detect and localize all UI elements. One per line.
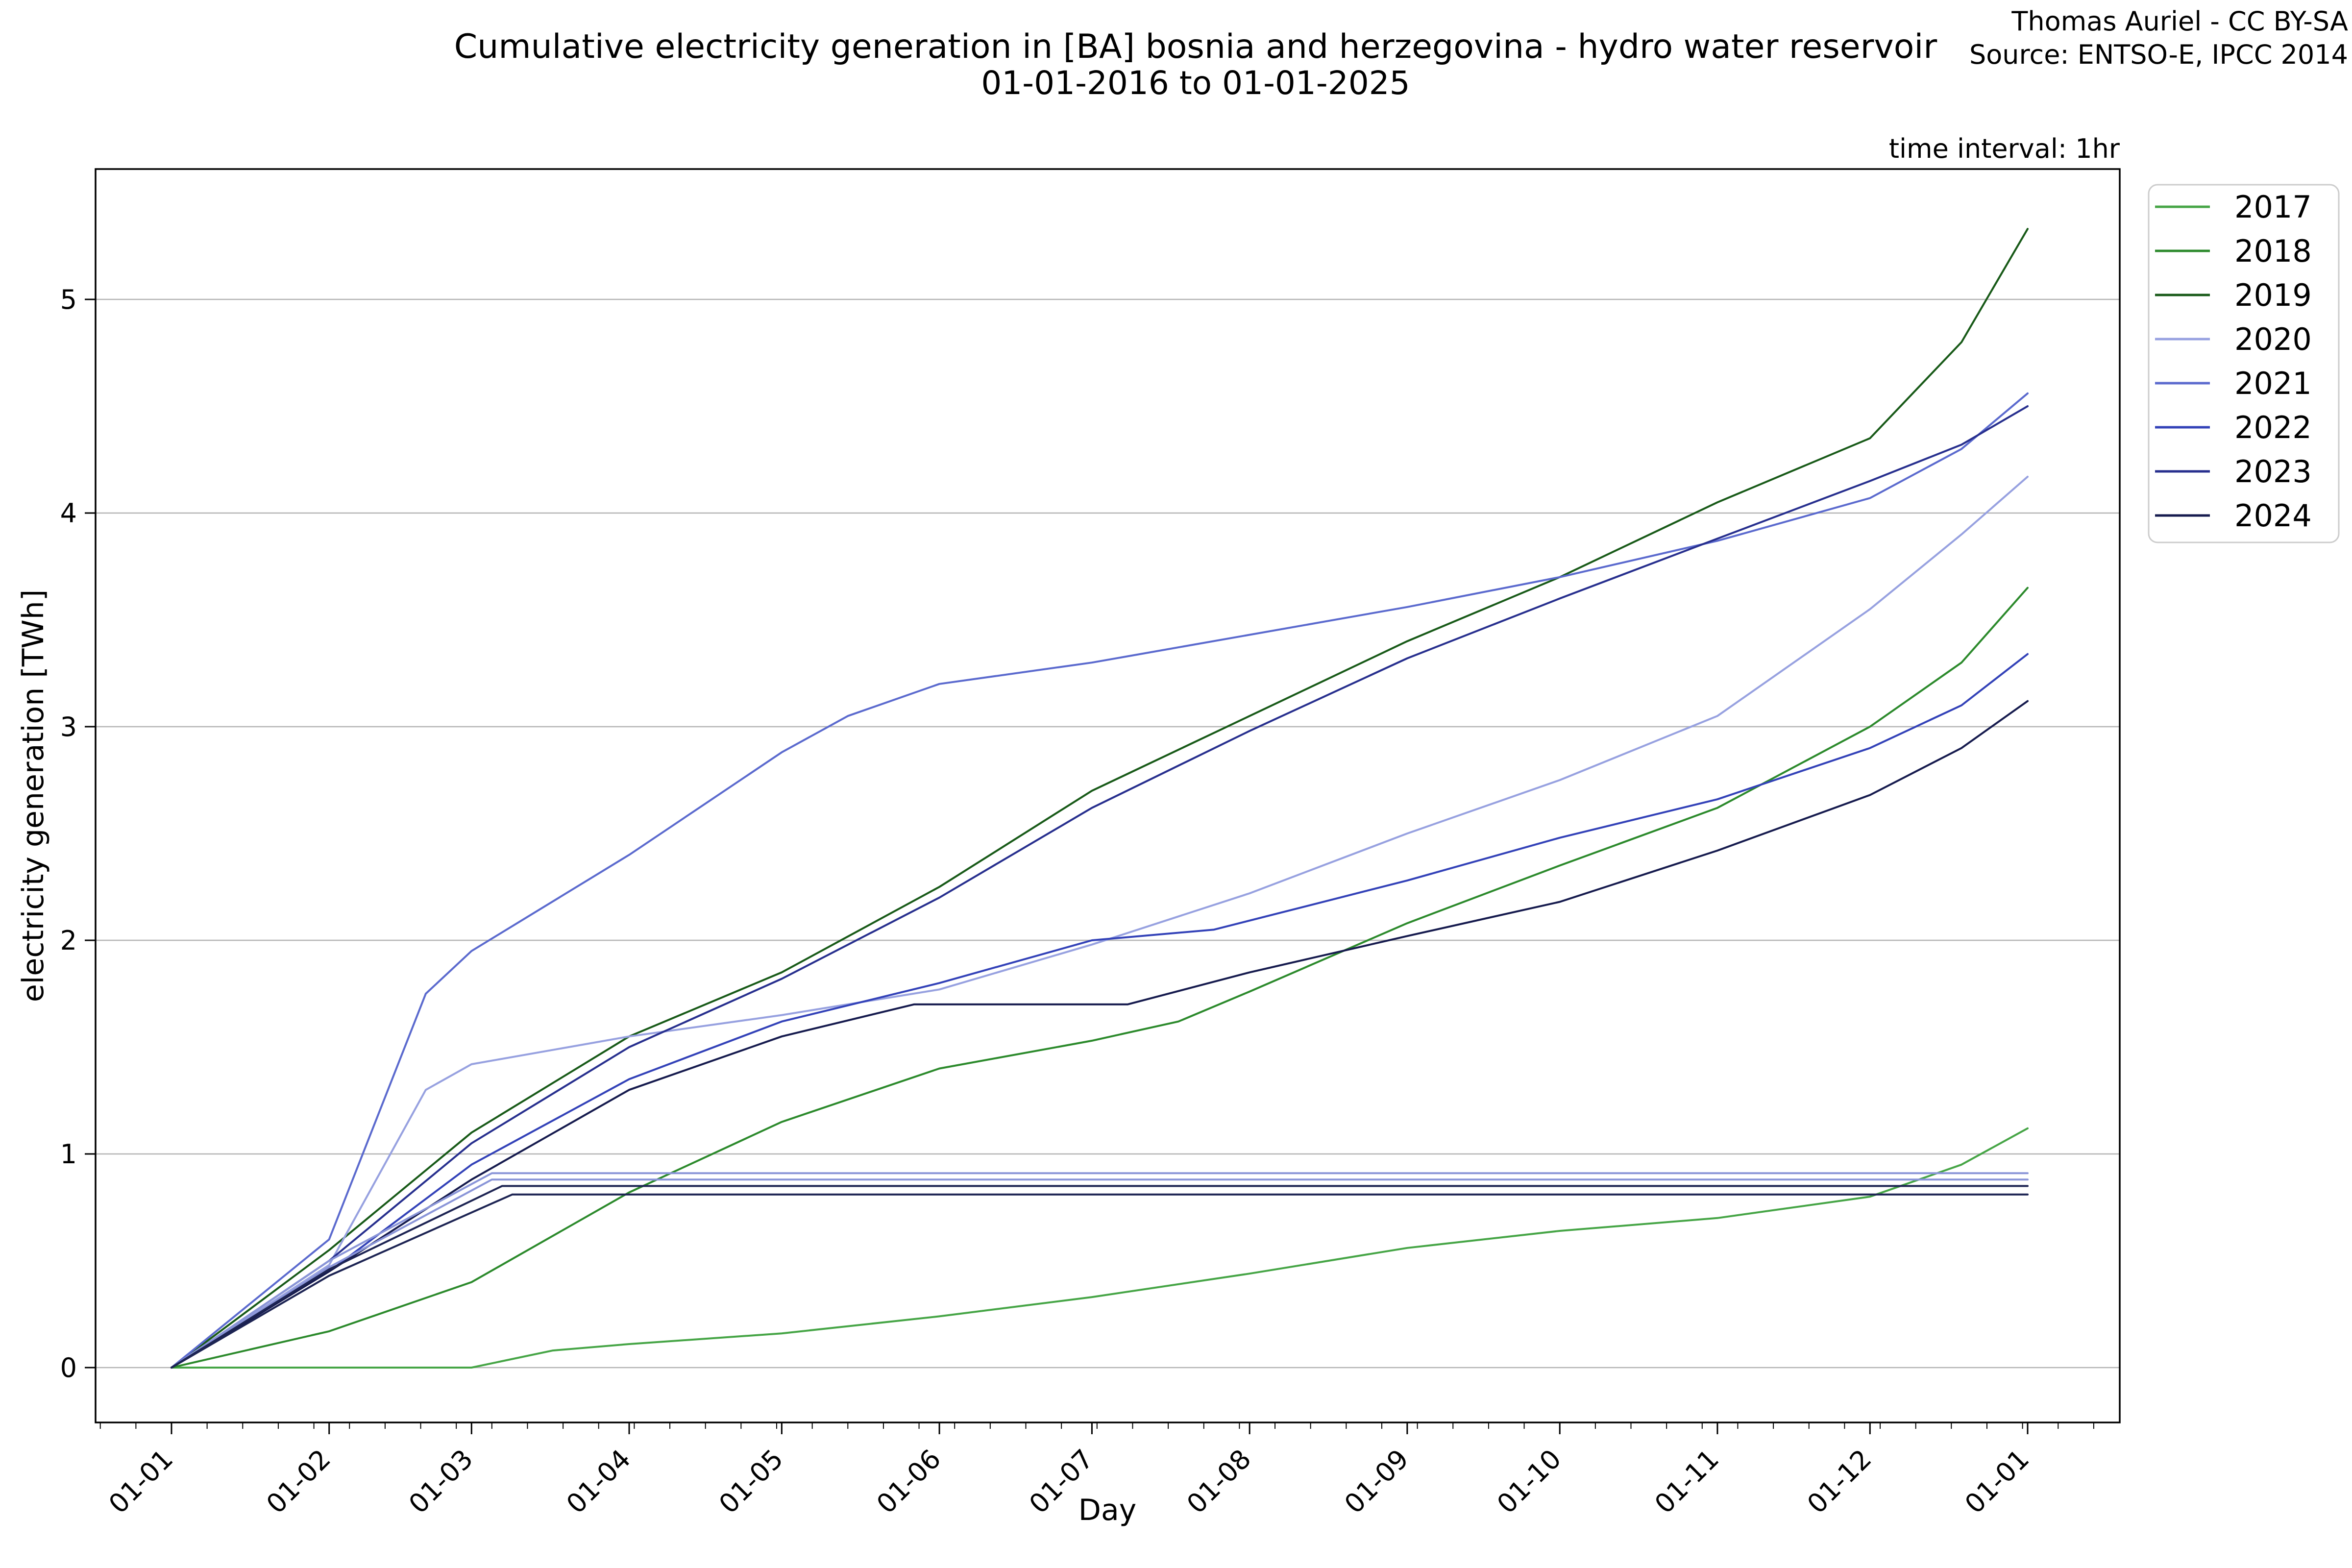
chart-title-line1: Cumulative electricity generation in [BA… xyxy=(454,27,1937,66)
tick-labels: 0 1 2 3 4 5 01-01 01-02 01-03 01-04 01-05 01-06 01-0… xyxy=(60,284,2035,1519)
y-tick-label-3: 3 xyxy=(60,711,77,742)
attribution-source: Source: ENTSO-E, IPCC 2014 xyxy=(1969,39,2348,70)
x-tick-label-7: 01-08 xyxy=(1181,1444,1257,1520)
legend-label-2020: 2020 xyxy=(2234,321,2312,357)
legend-label-2017: 2017 xyxy=(2234,189,2312,225)
series-line-2021 xyxy=(171,392,2029,1369)
legend-label-2019: 2019 xyxy=(2234,277,2312,313)
series-line-2022 xyxy=(171,653,2029,1369)
legend-label-2022: 2022 xyxy=(2234,410,2312,445)
series-line-2017 xyxy=(171,1127,2029,1369)
x-axis-label: Day xyxy=(1078,1493,1136,1527)
x-tick-label-1: 01-02 xyxy=(260,1444,337,1520)
series-line-2024 xyxy=(171,700,2029,1369)
series-line-2019 xyxy=(171,228,2029,1369)
legend-label-2018: 2018 xyxy=(2234,233,2312,269)
y-tick-label-2: 2 xyxy=(60,925,77,956)
x-tick-label-5: 01-06 xyxy=(871,1444,947,1520)
series-line-2020 xyxy=(171,475,2029,1369)
legend-label-2023: 2023 xyxy=(2234,454,2312,490)
y-tick-label-4: 4 xyxy=(60,498,77,529)
gridlines xyxy=(96,298,2120,1369)
x-tick-label-0: 01-01 xyxy=(103,1444,179,1520)
legend: 2017 2018 2019 2020 2021 2022 2023 2024 xyxy=(2148,184,2340,543)
plot-border xyxy=(95,168,2121,1423)
x-tick-label-4: 01-05 xyxy=(713,1444,789,1520)
attribution-license: Thomas Auriel - CC BY-SA xyxy=(2011,6,2348,37)
series-line-unlabeled-flat-light-2 xyxy=(171,1178,2029,1369)
x-tick-label-10: 01-11 xyxy=(1649,1444,1725,1520)
x-tick-label-2: 01-03 xyxy=(403,1444,479,1520)
x-tick-label-8: 01-09 xyxy=(1339,1444,1415,1520)
x-tick-label-9: 01-10 xyxy=(1491,1444,1568,1520)
y-axis-label: electricity generation [TWh] xyxy=(16,589,50,1002)
series-line-unlabeled-flat-light-1 xyxy=(171,1172,2029,1369)
y-tick-label-1: 1 xyxy=(60,1139,77,1170)
series-line-2023 xyxy=(171,405,2029,1369)
x-tick-label-11: 01-12 xyxy=(1801,1444,1878,1520)
series-line-unlabeled-flat-dark-2 xyxy=(171,1193,2029,1369)
x-tick-label-3: 01-04 xyxy=(561,1444,637,1520)
legend-label-2024: 2024 xyxy=(2234,498,2312,534)
y-tick-label-5: 5 xyxy=(60,284,77,315)
series-line-2018 xyxy=(171,587,2029,1369)
time-interval-note: time interval: 1hr xyxy=(1889,133,2120,164)
y-tick-label-0: 0 xyxy=(60,1352,77,1383)
series-lines xyxy=(171,228,2029,1369)
axes-spines-ticks xyxy=(85,168,2121,1434)
legend-label-2021: 2021 xyxy=(2234,366,2312,401)
x-tick-label-12: 01-01 xyxy=(1959,1444,2035,1520)
series-line-unlabeled-flat-dark-1 xyxy=(171,1185,2029,1369)
legend-box xyxy=(2148,184,2340,543)
chart-title-line2: 01-01-2016 to 01-01-2025 xyxy=(981,64,1410,102)
